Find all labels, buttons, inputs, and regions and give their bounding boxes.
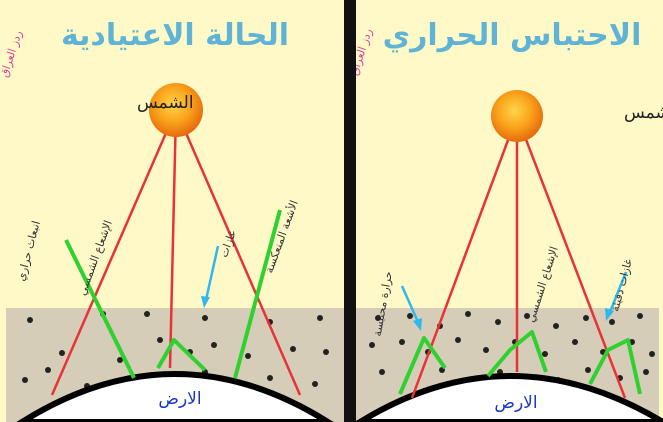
gas-pointer-arrow	[201, 245, 220, 308]
gas-pointer-arrow-left	[400, 285, 422, 331]
panel-title-greenhouse: الاحتباس الحراري	[383, 18, 642, 53]
sun-icon	[491, 90, 543, 142]
panel-divider	[344, 0, 356, 422]
heat-rays	[64, 209, 282, 379]
panel-greenhouse: الاحتباس الحراري ردز العراق الشمس الارض …	[356, 18, 663, 422]
solar-rays	[50, 109, 302, 396]
sun-icon	[149, 83, 203, 137]
panel-title-normal: الحالة الاعتيادية	[61, 18, 289, 53]
earth-surface	[356, 373, 663, 422]
heat-rays	[398, 330, 642, 395]
earth-label-greenhouse: الارض	[494, 393, 537, 413]
gas-pointer-arrow-right	[605, 271, 628, 321]
earth-surface	[16, 371, 334, 422]
sun-label-greenhouse: الشمس	[624, 103, 663, 123]
earth-label-normal: الارض	[158, 389, 201, 409]
sun-label-normal: الشمس	[137, 93, 194, 113]
panel-normal: الحالة الاعتيادية ردز العراق الشمس الارض…	[0, 18, 344, 422]
